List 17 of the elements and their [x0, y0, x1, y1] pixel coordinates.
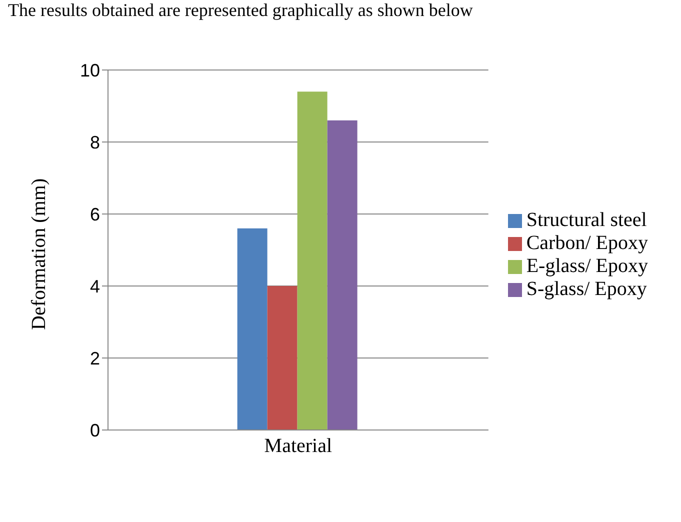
bar	[237, 228, 268, 430]
bar	[327, 120, 358, 430]
y-tick-label: 0	[90, 420, 100, 440]
legend-label: Carbon/ Epoxy	[526, 232, 648, 254]
y-tick-label: 8	[90, 132, 100, 152]
y-tick-label: 2	[90, 348, 100, 368]
x-tick-label: Material	[264, 435, 332, 458]
text: The results obtained are represented graphically as shown below	[8, 0, 474, 20]
bar	[297, 92, 328, 430]
y-tick-label: 6	[90, 204, 100, 224]
legend-label: E-glass/ Epoxy	[526, 255, 648, 277]
y-tick-label: 10	[80, 60, 100, 80]
y-tick-label: 4	[90, 276, 100, 296]
legend-label: Structural steel	[526, 209, 647, 231]
y-axis-title: Deformation (mm)	[28, 178, 50, 330]
bar	[267, 286, 298, 430]
legend-label: S-glass/ Epoxy	[526, 278, 647, 300]
